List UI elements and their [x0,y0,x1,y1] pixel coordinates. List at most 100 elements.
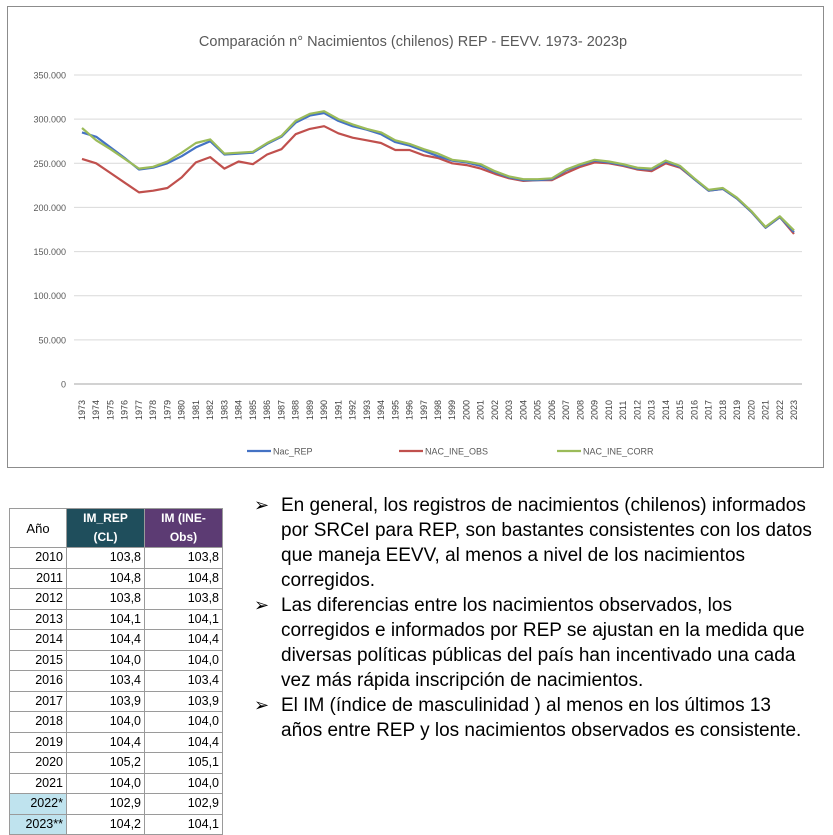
table-cell-im-ine: 103,9 [144,690,223,712]
x-tick-label: 1979 [162,400,172,420]
y-tick-label: 200.000 [33,203,66,213]
chart-title: Comparación n° Nacimientos (chilenos) RE… [199,34,627,50]
masculinity-index-table: Año IM_REP (CL) IM (INE-Obs) 2010 103,8 10… [9,508,223,835]
x-tick-label: 2006 [547,400,557,420]
table-cell-im-rep: 102,9 [66,793,145,815]
x-tick-label: 2018 [718,400,728,420]
table-cell-im-rep: 105,2 [66,752,145,774]
x-tick-label: 1987 [276,400,286,420]
x-tick-label: 2005 [533,400,543,420]
x-tick-label: 2023 [789,400,799,420]
table-cell-im-ine: 103,4 [144,670,223,692]
table-body: 2010 103,8 103,8 2011 104,8 104,8 2012 103,8 103… [9,547,223,835]
x-tick-label: 1990 [319,400,329,420]
table-cell-im-ine: 103,8 [144,547,223,569]
table-row: 2019 104,4 104,4 [9,731,223,753]
x-tick-label: 2022 [775,400,785,420]
table-row: 2012 103,8 103,8 [9,588,223,610]
chart-container: Comparación n° Nacimientos (chilenos) RE… [7,6,824,468]
table-cell-im-ine: 104,4 [144,629,223,651]
table-cell-year: 2010 [9,547,67,569]
table-cell-year: 2012 [9,588,67,610]
bullet-item: ➢ En general, los registros de nacimient… [252,493,817,593]
table-row: 2018 104,0 104,0 [9,711,223,733]
legend-label: NAC_INE_OBS [425,447,488,457]
table-cell-year: 2014 [9,629,67,651]
table-cell-year: 2019 [9,731,67,753]
table-cell-im-ine: 105,1 [144,752,223,774]
x-tick-label: 1975 [105,400,115,420]
x-tick-label: 1986 [262,400,272,420]
y-tick-label: 150.000 [33,247,66,257]
y-tick-label: 100.000 [33,291,66,301]
table-cell-year: 2015 [9,649,67,671]
table-cell-im-ine: 104,0 [144,772,223,794]
x-tick-label: 1999 [447,400,457,420]
table-cell-im-rep: 103,9 [66,690,145,712]
x-tick-label: 1998 [433,400,443,420]
x-tick-label: 2012 [632,400,642,420]
x-tick-label: 1973 [77,400,87,420]
table-cell-im-rep: 104,4 [66,731,145,753]
arrow-bullet-icon: ➢ [254,495,270,515]
table-row: 2010 103,8 103,8 [9,547,223,569]
x-tick-label: 2001 [476,400,486,420]
x-tick-label: 2009 [590,400,600,420]
x-tick-label: 2010 [604,400,614,420]
table-cell-im-ine: 104,1 [144,813,223,835]
x-tick-label: 1996 [405,400,415,420]
x-tick-label: 2000 [461,400,471,420]
x-tick-label: 2020 [746,400,756,420]
table-row: 2022* 102,9 102,9 [9,793,223,815]
table-cell-im-ine: 104,8 [144,567,223,589]
table-row: 2016 103,4 103,4 [9,670,223,692]
x-tick-label: 2013 [647,400,657,420]
x-tick-label: 2016 [689,400,699,420]
y-tick-label: 350.000 [33,71,66,81]
arrow-bullet-icon: ➢ [254,695,270,715]
table-row: 2017 103,9 103,9 [9,690,223,712]
table-cell-year: 2021 [9,772,67,794]
x-tick-label: 2011 [618,401,628,420]
table-cell-im-rep: 104,0 [66,649,145,671]
header-im-rep: IM_REP (CL) [66,508,145,548]
x-tick-label: 1993 [362,400,372,420]
x-tick-label: 1997 [419,400,429,420]
bullet-list: ➢ En general, los registros de nacimient… [252,493,817,743]
x-tick-label: 1980 [177,400,187,420]
bullet-text: El IM (índice de masculinidad ) al menos… [281,695,802,741]
table-cell-im-rep: 104,0 [66,711,145,733]
table-cell-im-rep: 103,8 [66,547,145,569]
y-tick-label: 300.000 [33,115,66,125]
x-tick-label: 1992 [348,400,358,420]
table-row: 2015 104,0 104,0 [9,649,223,671]
x-tick-label: 1988 [291,400,301,420]
table-cell-year: 2022* [9,793,67,815]
bullet-item: ➢ Las diferencias entre los nacimientos … [252,593,817,693]
header-im-ine: IM (INE-Obs) [144,508,223,548]
table-cell-im-ine: 104,1 [144,608,223,630]
x-tick-label: 2014 [661,400,671,420]
y-tick-label: 0 [61,380,66,390]
table-row: 2013 104,1 104,1 [9,608,223,630]
x-tick-label: 1994 [376,400,386,420]
table-cell-year: 2018 [9,711,67,733]
table-cell-year: 2020 [9,752,67,774]
x-tick-label: 1974 [91,400,101,420]
table-cell-year: 2016 [9,670,67,692]
x-tick-label: 1991 [333,400,343,420]
table-row: 2020 105,2 105,1 [9,752,223,774]
table-cell-year: 2023** [9,813,67,835]
x-tick-label: 2019 [732,400,742,420]
table-row: 2011 104,8 104,8 [9,567,223,589]
bullet-item: ➢ El IM (índice de masculinidad ) al men… [252,693,817,743]
x-tick-label: 1976 [120,400,130,420]
table-cell-im-ine: 104,0 [144,711,223,733]
table-cell-im-rep: 103,4 [66,670,145,692]
y-tick-label: 50.000 [38,335,66,345]
x-tick-label: 1984 [234,400,244,420]
table-cell-im-ine: 103,8 [144,588,223,610]
x-tick-label: 2008 [575,400,585,420]
x-tick-label: 1981 [191,400,201,420]
table-cell-im-rep: 104,4 [66,629,145,651]
